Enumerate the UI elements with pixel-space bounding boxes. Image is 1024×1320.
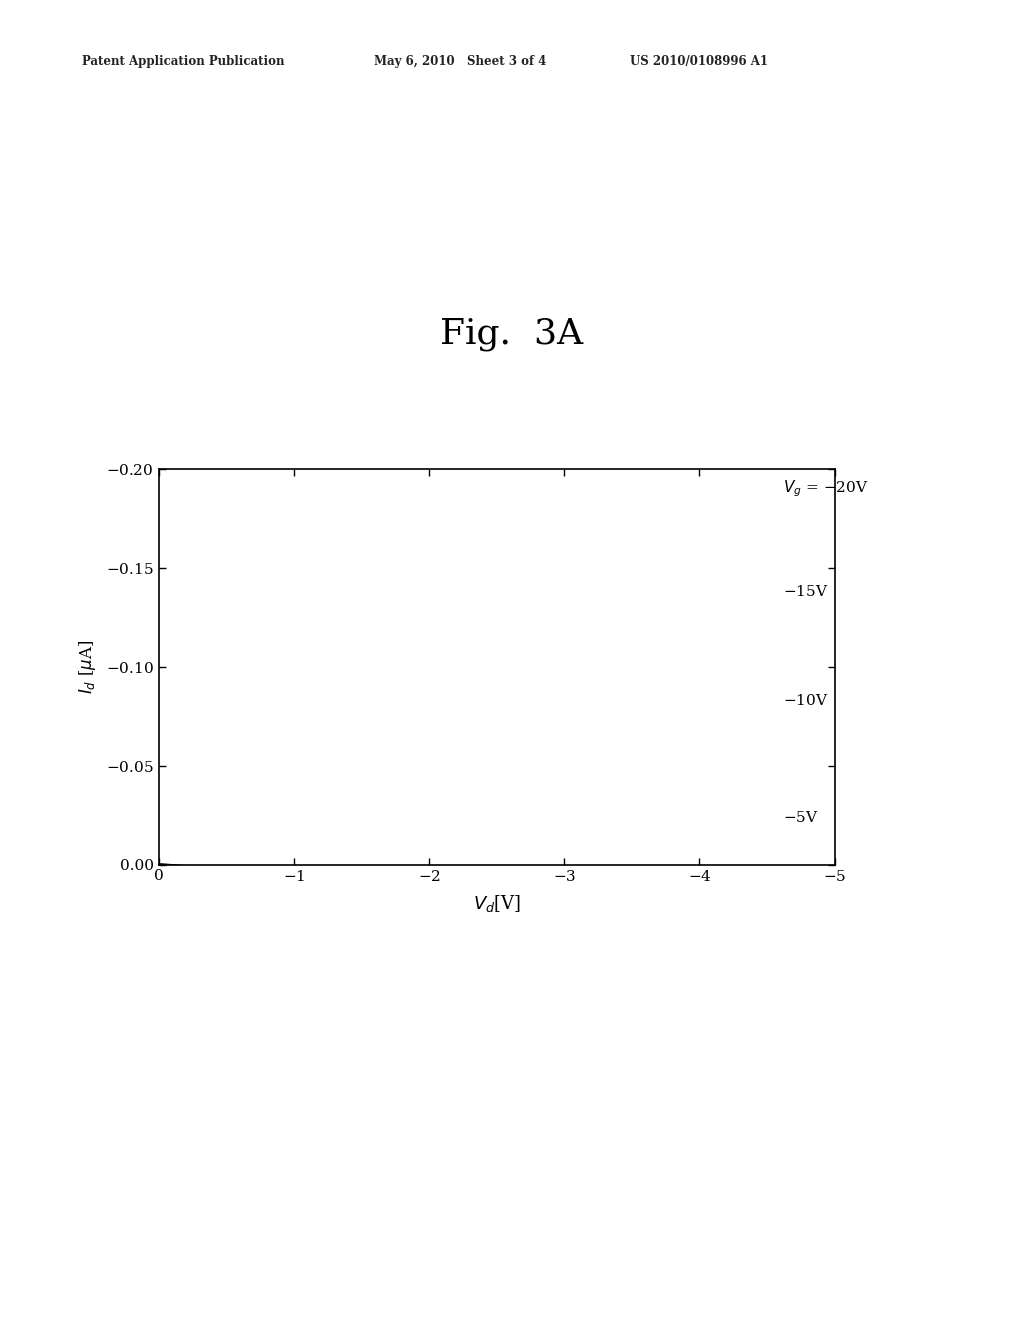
Text: $-$15V: $-$15V [783,583,828,599]
Text: $V_g$ = $-$20V: $V_g$ = $-$20V [783,478,868,499]
Text: Fig.  3A: Fig. 3A [440,317,584,351]
Y-axis label: $I_d$ [$\mu$A]: $I_d$ [$\mu$A] [77,639,97,694]
Text: $-$10V: $-$10V [783,693,828,708]
Text: US 2010/0108996 A1: US 2010/0108996 A1 [630,55,768,69]
Text: May 6, 2010   Sheet 3 of 4: May 6, 2010 Sheet 3 of 4 [374,55,546,69]
X-axis label: $V_d$[V]: $V_d$[V] [472,892,521,913]
Text: Patent Application Publication: Patent Application Publication [82,55,285,69]
Text: $-$5V: $-$5V [783,809,819,825]
